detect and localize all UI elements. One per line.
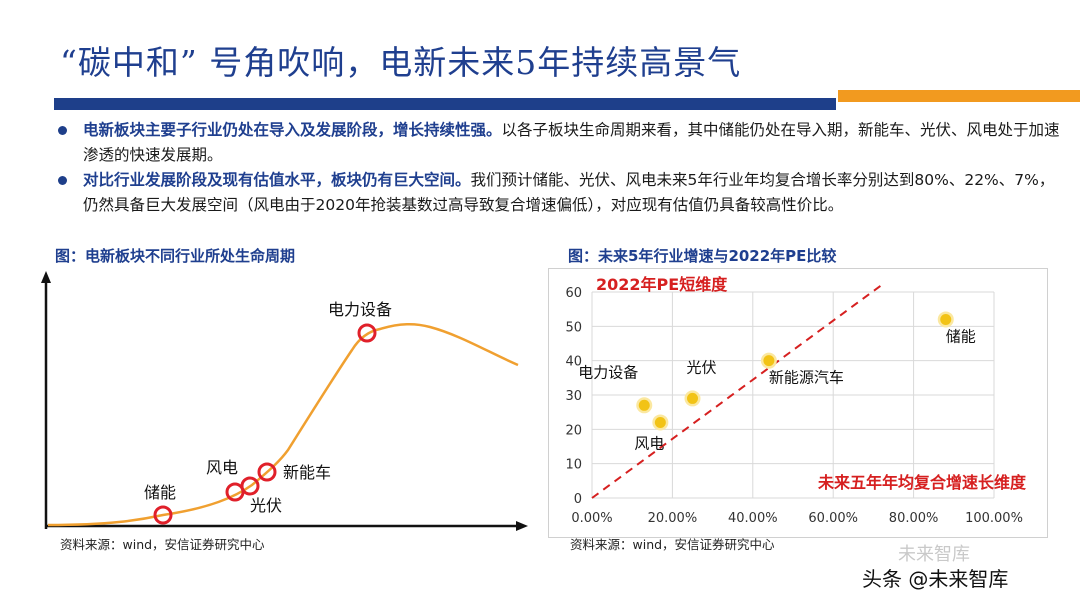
x-tick-label: 80.00%: [889, 511, 939, 526]
right-figure-title: 图：未来5年行业增速与2022年PE比较: [568, 247, 837, 265]
label-nev: 新能车: [283, 463, 331, 482]
marker-power: [357, 323, 377, 343]
scatter-point: [654, 416, 666, 428]
bullet-item: 对比行业发展阶段及现有估值水平，板块仍有巨大空间。我们预计储能、光伏、风电未来5…: [55, 168, 1065, 218]
y-tick-label: 20: [565, 423, 582, 438]
label-power: 电力设备: [328, 300, 392, 319]
label-solar: 光伏: [250, 496, 282, 515]
bullet-list: 电新板块主要子行业仍处在导入及发展阶段，增长持续性强。以各子板块生命周期来看，其…: [55, 118, 1065, 218]
x-tick-label: 40.00%: [728, 511, 778, 526]
label-wind: 风电: [206, 458, 238, 477]
bullet-lead: 对比行业发展阶段及现有估值水平，板块仍有巨大空间。: [83, 171, 471, 189]
lifecycle-curve: [47, 323, 519, 527]
lifecycle-chart: 电力设备 风电 新能车 光伏 储能: [41, 271, 528, 531]
bullet-lead: 电新板块主要子行业仍处在导入及发展阶段，增长持续性强。: [83, 121, 502, 139]
bullet-item: 电新板块主要子行业仍处在导入及发展阶段，增长持续性强。以各子板块生命周期来看，其…: [55, 118, 1065, 168]
title-underline-orange: [838, 90, 1080, 102]
marker-storage: [153, 505, 173, 525]
y-axis-label: 2022年PE短维度: [596, 275, 728, 294]
bullet-dot: [58, 126, 67, 135]
left-figure-source: 资料来源：wind，安信证券研究中心: [60, 537, 265, 552]
y-tick-label: 10: [565, 458, 582, 473]
x-tick-label: 0.00%: [571, 511, 612, 526]
scatter-point: [940, 313, 952, 325]
lifecycle-x-arrow: [516, 521, 528, 531]
y-tick-label: 0: [574, 492, 582, 507]
scatter-point-label: 新能源汽车: [769, 369, 844, 387]
x-tick-label: 60.00%: [808, 511, 858, 526]
page-title: “碳中和” 号角吹响，电新未来5年持续高景气: [60, 43, 742, 82]
x-axis-label: 未来五年年均复合增速长维度: [817, 473, 1027, 492]
title-underline-blue: [54, 98, 836, 110]
y-tick-label: 50: [565, 320, 582, 335]
x-tick-label: 20.00%: [648, 511, 698, 526]
scatter-point: [763, 355, 775, 367]
x-tick-label: 100.00%: [965, 511, 1023, 526]
left-figure-title: 图：电新板块不同行业所处生命周期: [55, 247, 296, 265]
right-figure-source: 资料来源：wind，安信证券研究中心: [570, 537, 775, 552]
marker-nev: [257, 462, 277, 482]
marker-solar: [240, 476, 260, 496]
y-tick-label: 30: [565, 389, 582, 404]
scatter-point: [638, 399, 650, 411]
scatter-point-label: 光伏: [687, 358, 717, 376]
lifecycle-y-arrow: [41, 271, 51, 283]
bullet-dot: [58, 176, 67, 185]
label-storage: 储能: [144, 483, 176, 502]
y-tick-label: 60: [565, 286, 582, 301]
scatter-point-label: 风电: [634, 434, 664, 452]
bullet-text: 我们预计储能、光伏、风电未来5年行业年均复合增长率分别达到80%、22%、7%，…: [83, 171, 1055, 214]
scatter-point: [687, 392, 698, 404]
scatter-point-label: 储能: [946, 327, 976, 345]
watermark-top: 未来智库: [898, 544, 970, 565]
scatter-frame: [548, 268, 1048, 538]
watermark-bottom: 头条 @未来智库: [862, 567, 1009, 591]
reference-line: [591, 284, 883, 499]
scatter-point-label: 电力设备: [578, 363, 638, 381]
bullet-text: 以各子板块生命周期来看，其中储能仍处在导入期，新能车、光伏、风电处于加速渗透的快…: [83, 121, 1060, 164]
y-tick-label: 40: [565, 355, 582, 370]
scatter-chart: 0.00% 20.00% 40.00% 60.00% 80.00% 100.00% 0 10 2…: [548, 268, 1048, 538]
